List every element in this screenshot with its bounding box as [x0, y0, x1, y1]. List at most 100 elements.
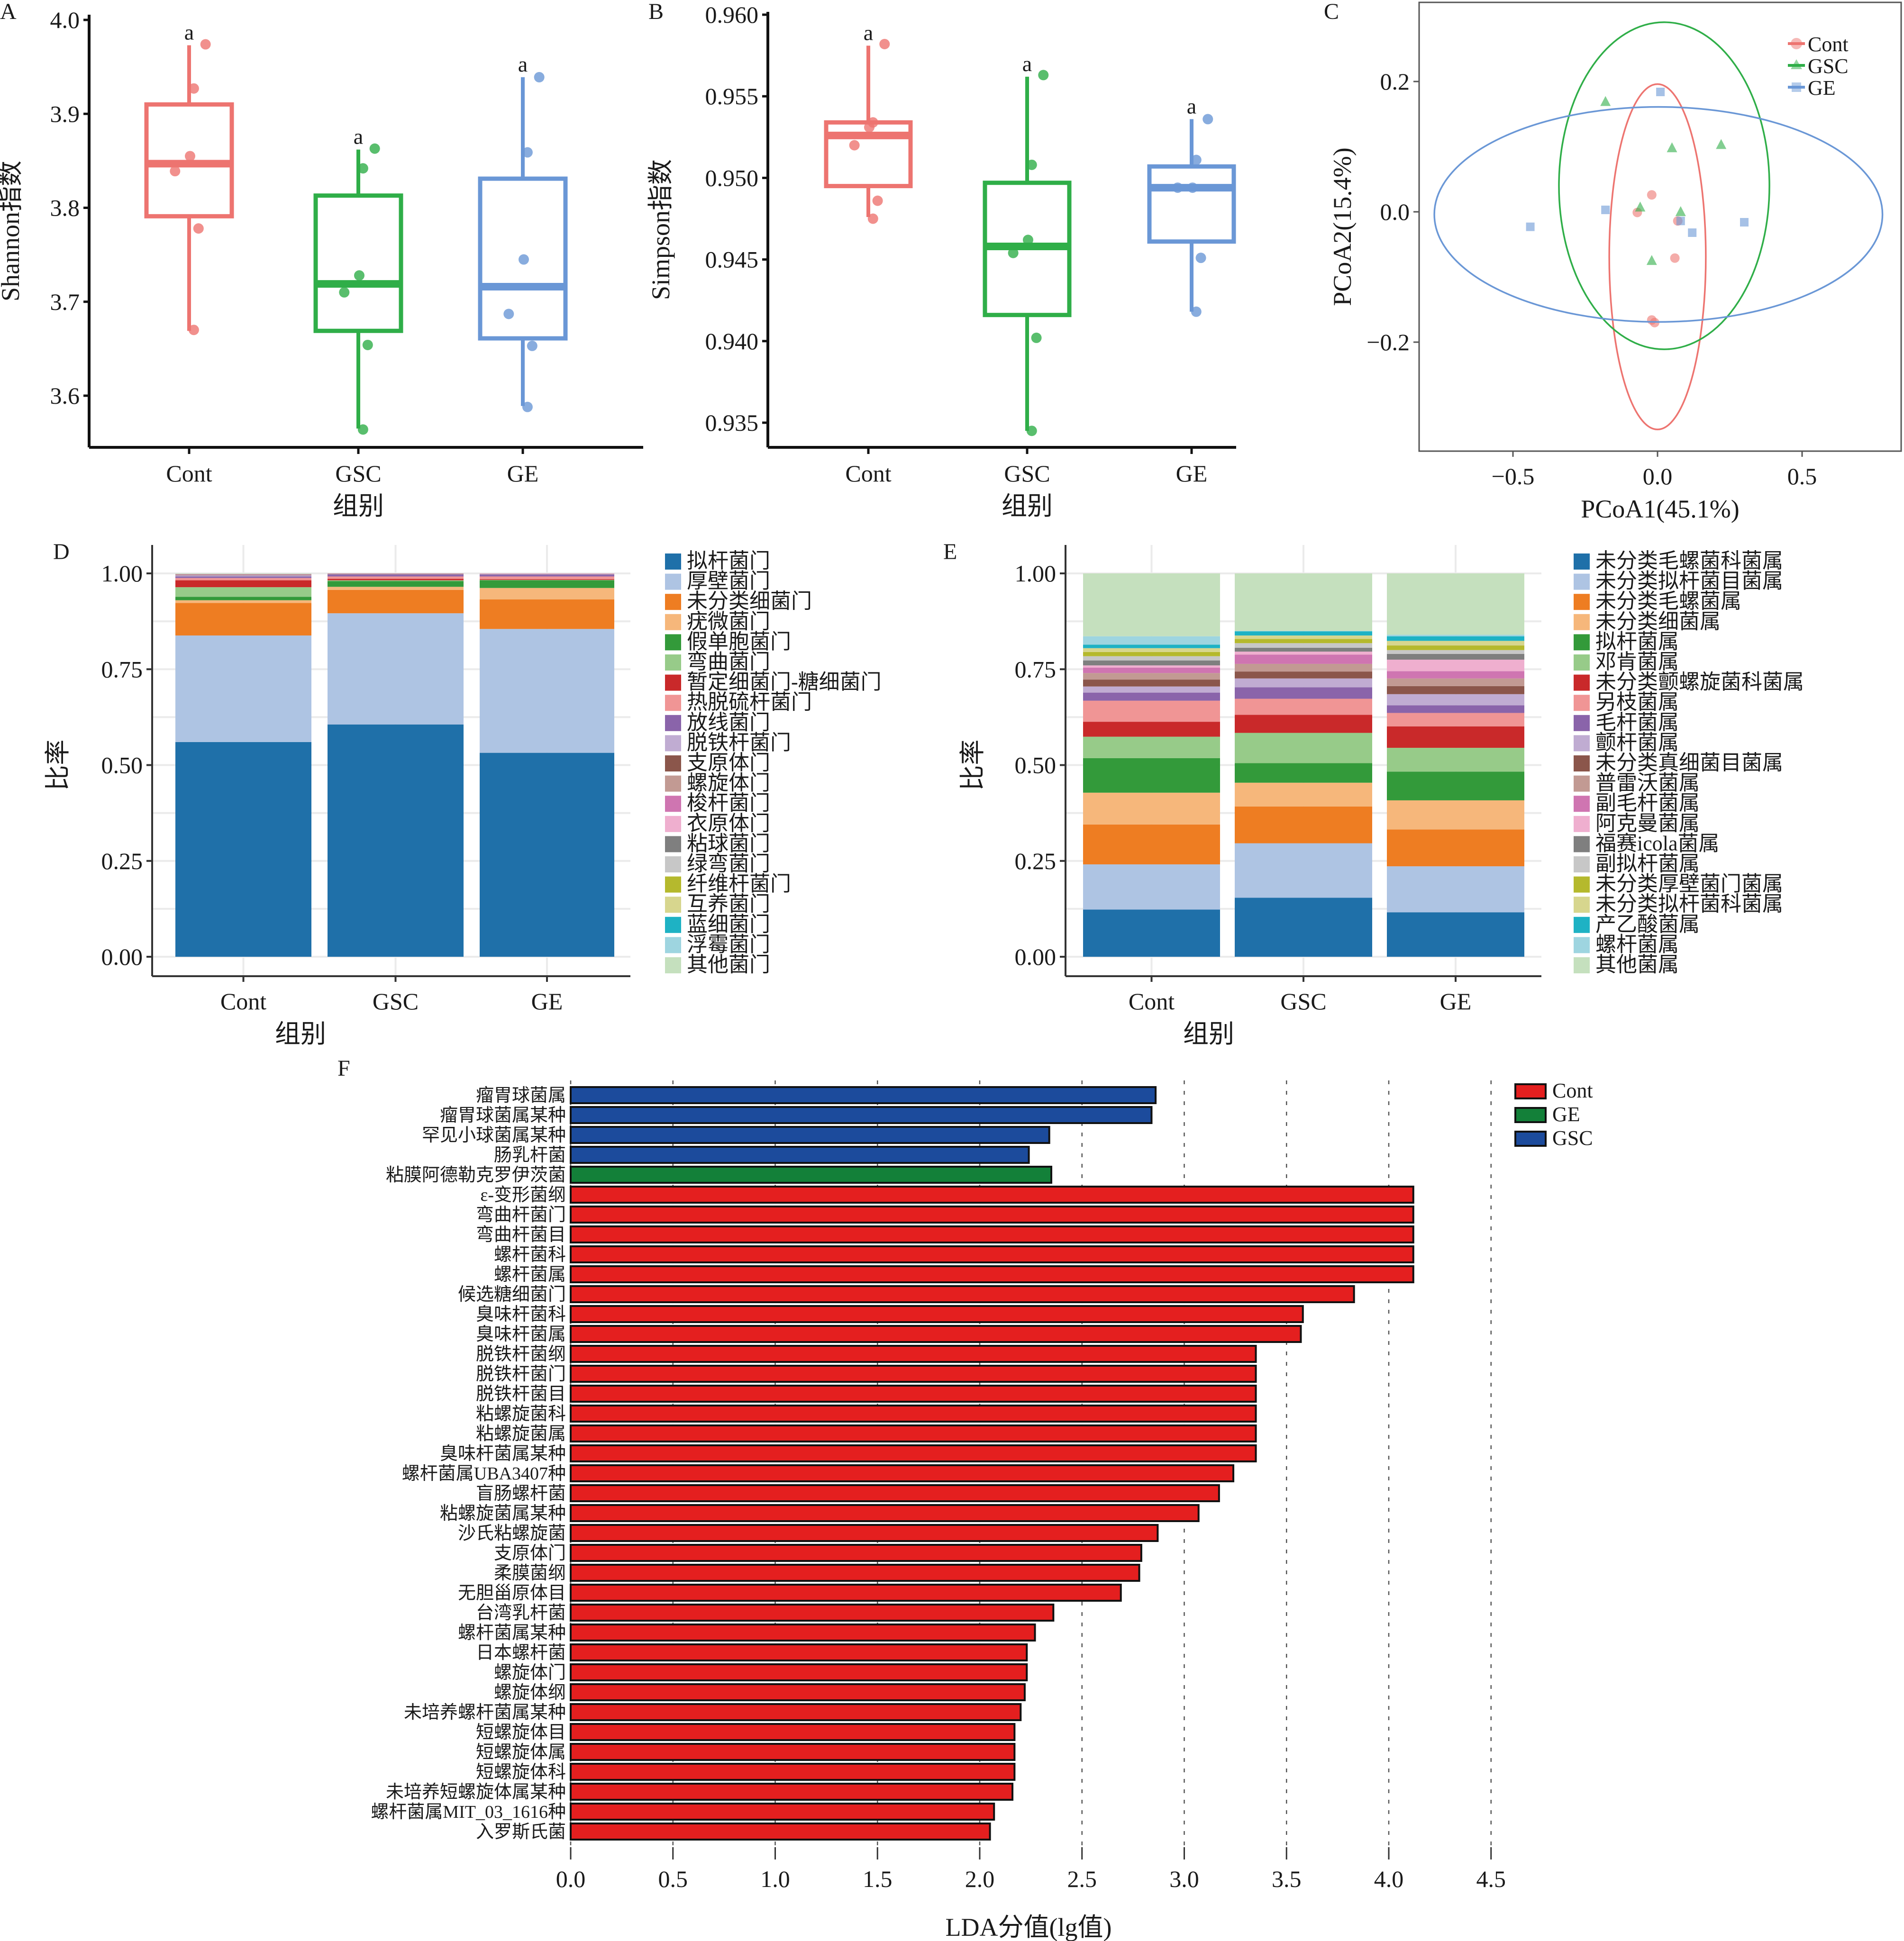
bar-segment: [480, 574, 614, 575]
data-point: [1203, 114, 1213, 125]
bar-segment: [1387, 636, 1524, 641]
x-tick-label: GSC: [373, 988, 419, 1015]
bar-segment: [1235, 652, 1372, 655]
bar-segment: [328, 724, 464, 957]
lda-bar-label: 未培养螺杆菌属某种: [404, 1703, 566, 1723]
legend-label: 副拟杆菌属: [1595, 852, 1700, 875]
confidence-ellipse: [1558, 21, 1770, 350]
legend-label: 其他菌门: [687, 953, 770, 976]
y-tick-label: 0.00: [1015, 943, 1057, 970]
x-axis-title: 组别: [1002, 492, 1053, 520]
y-tick-label: 1.00: [101, 560, 143, 587]
lda-bar: [570, 1763, 1016, 1781]
x-axis-title: 组别: [333, 492, 384, 520]
y-tick-label: 0.00: [101, 943, 143, 970]
legend-item: 副拟杆菌属: [1574, 852, 1700, 875]
lda-bar-row: 台湾乳杆菌: [476, 1603, 1055, 1623]
legend-label: GSC: [1808, 54, 1849, 78]
legend-label: 浮霉菌门: [687, 933, 770, 956]
data-point: [170, 166, 181, 177]
bar-segment: [1387, 713, 1524, 726]
data-point: [1038, 70, 1049, 81]
lda-bar-row: 罕见小球菌属某种: [422, 1125, 1050, 1145]
legend-label: 其他菌属: [1595, 953, 1679, 976]
legend-item: 衣原体门: [665, 812, 770, 835]
lda-bar-label: 沙氏粘螺旋菌: [458, 1524, 566, 1543]
bar-segment: [175, 587, 311, 597]
legend-label: 未分类毛螺菌科菌属: [1595, 549, 1783, 572]
legend-item: 未分类拟杆菌科菌属: [1574, 892, 1783, 916]
y-tick-label: 0.950: [705, 164, 759, 191]
bar-segment: [1235, 631, 1372, 636]
lda-bar-label: 台湾乳杆菌: [476, 1603, 566, 1623]
bar-segment: [480, 580, 614, 588]
y-axis-title: Shannon指数: [0, 161, 25, 301]
bar-segment: [1235, 687, 1372, 699]
legend-item: 未分类毛螺菌科菌属: [1574, 549, 1783, 572]
box-ge: a: [478, 52, 568, 412]
series-gsc: [1558, 21, 1770, 350]
y-tick-label: −0.2: [1367, 329, 1410, 355]
x-axis-title: 组别: [1183, 1020, 1234, 1048]
bar-segment: [1387, 641, 1524, 646]
legend-label: 衣原体门: [687, 812, 770, 835]
lda-bar-row: 柔膜菌纲: [494, 1563, 1140, 1583]
data-point: [864, 122, 875, 133]
legend-swatch: [665, 654, 681, 671]
lda-bar-row: 粘膜阿德勒克罗伊茨菌: [386, 1165, 1053, 1185]
significance-letter: a: [864, 20, 873, 45]
legend-item: 互养菌门: [665, 892, 770, 916]
x-tick-label: Cont: [220, 988, 266, 1015]
legend-label: 互养菌门: [687, 892, 770, 916]
y-axis-title: Simpson指数: [647, 159, 675, 300]
data-point: [188, 325, 199, 336]
lda-bar-label: 入罗斯氏菌: [476, 1822, 566, 1842]
lda-bar: [570, 1803, 995, 1821]
stacked-bar-ge: [1387, 573, 1524, 957]
legend-item: 产乙酸菌属: [1574, 913, 1700, 936]
lda-bar-row: 支原体门: [494, 1543, 1142, 1563]
bar-segment: [1083, 668, 1220, 673]
lda-bar-label: 螺杆菌属: [494, 1265, 566, 1285]
legend-swatch: [1574, 695, 1590, 711]
legend-swatch: [665, 594, 681, 610]
legend-swatch: [665, 897, 681, 913]
legend-swatch: [1574, 614, 1590, 630]
legend-label: GSC: [1552, 1126, 1593, 1150]
y-tick-label: 0.955: [705, 83, 759, 109]
lda-bar-label: 螺杆菌科: [494, 1245, 566, 1265]
legend-label: Cont: [1808, 33, 1849, 56]
legend-item: 未分类细菌属: [1574, 610, 1721, 633]
lda-bar-label: 柔膜菌纲: [494, 1563, 566, 1583]
lda-bar-label: 日本螺杆菌: [476, 1643, 566, 1663]
lda-bar: [570, 1166, 1053, 1184]
legend-item: 未分类毛螺菌属: [1574, 590, 1741, 613]
lda-bar: [570, 1126, 1050, 1144]
lda-bar-row: 短螺旋体目: [476, 1723, 1016, 1742]
lda-bar-row: 盲肠螺杆菌: [476, 1484, 1220, 1504]
lda-bar-row: 臭味杆菌科: [476, 1305, 1304, 1324]
legend-label: 未分类拟杆菌科菌属: [1595, 892, 1783, 916]
lda-bar-row: 瘤胃球菌属: [476, 1086, 1157, 1106]
x-tick-label: Cont: [845, 460, 891, 487]
legend-swatch: [665, 634, 681, 651]
legend-swatch: [1574, 755, 1590, 771]
bar-segment: [328, 579, 464, 580]
legend-swatch: [1574, 553, 1590, 570]
legend-marker: [1791, 38, 1802, 49]
bar-segment: [1387, 800, 1524, 830]
plot-frame: [1418, 1, 1902, 452]
bar-segment: [1083, 656, 1220, 661]
legend-label: 未分类拟杆菌目菌属: [1595, 570, 1783, 593]
lda-bar-row: 螺杆菌属: [494, 1265, 1414, 1285]
lda-bar-label: 候选糖细菌门: [458, 1285, 566, 1305]
x-tick-label: GSC: [1004, 460, 1050, 487]
bar-segment: [1387, 671, 1524, 679]
legend-item: 放线菌门: [665, 711, 770, 734]
data-point: [369, 143, 380, 154]
bar-segment: [1235, 715, 1372, 733]
legend-swatch: [1574, 957, 1590, 973]
legend-item-cont: Cont: [1514, 1079, 1593, 1102]
y-axis-title: 比率: [958, 740, 987, 791]
bar-segment: [1083, 673, 1220, 680]
